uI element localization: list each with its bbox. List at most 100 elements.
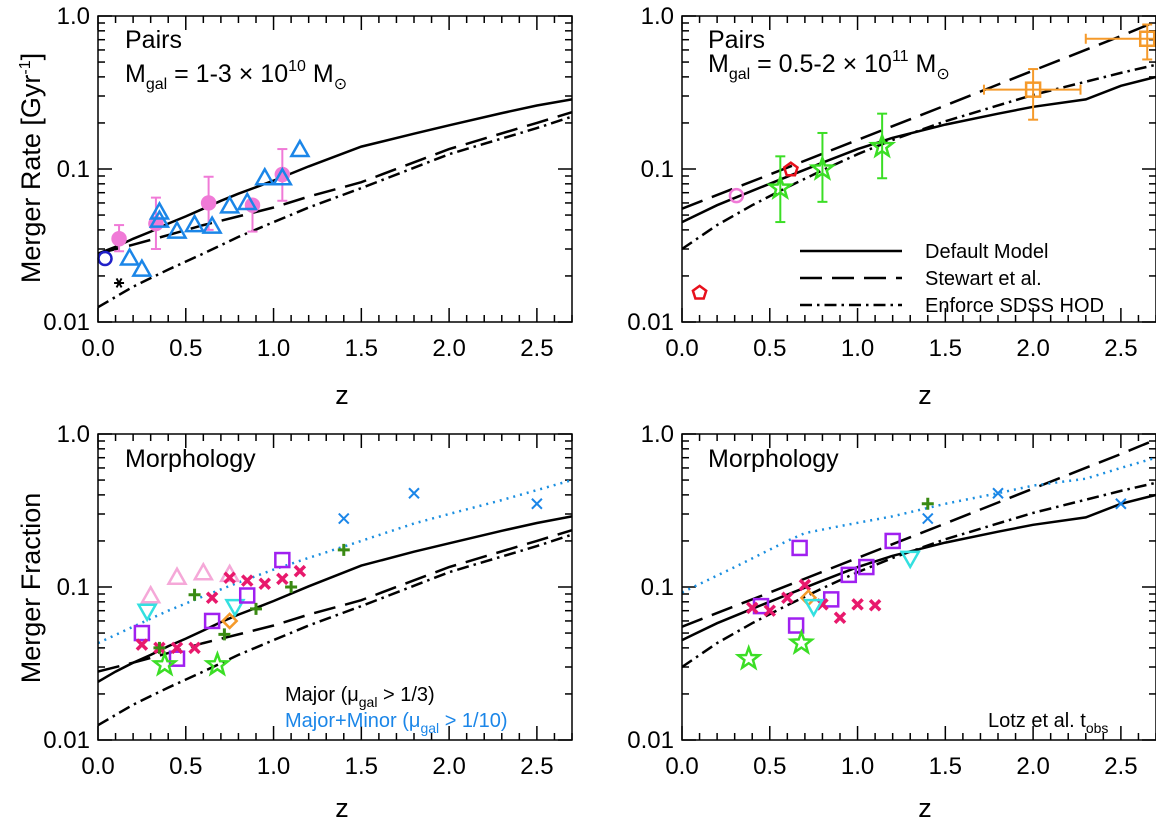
point-circle: [200, 195, 217, 211]
x-tick-label: 2.0: [432, 335, 465, 362]
panel-top-right-merger-rate: 0.01 0.1 1.0 0.0 0.5 1.0 1.5 2.0 2.5 Pairs Mgal …: [627, 3, 1156, 410]
major-ratio: > 1/3): [377, 684, 434, 706]
point-square: [787, 617, 805, 634]
point-cross: [258, 577, 272, 590]
plot-area: 0.01 0.1 1.0 0.0 0.5 1.0 1.5 2.0 2.5: [43, 3, 573, 362]
point-cross: [833, 611, 847, 624]
mass-unit: M: [909, 50, 937, 78]
x-tick-label: 2.0: [432, 753, 465, 780]
point-triangle: [166, 220, 188, 239]
point-plus: [337, 543, 350, 556]
x-tick-label: 1.5: [345, 335, 378, 362]
point-triangle: [148, 200, 171, 220]
line-default-model: [682, 75, 1156, 224]
y-tick-label: 0.1: [57, 574, 90, 601]
point-cross: [135, 638, 149, 651]
y-ticks: [98, 433, 572, 741]
point-circle: [111, 231, 127, 247]
point-triangle: [271, 166, 293, 186]
point-star: [766, 173, 795, 200]
point-circle: [97, 250, 113, 267]
ylabel-bracket: ]: [16, 53, 46, 61]
x-tick-label: 2.5: [520, 335, 553, 362]
legend-label-default: Default Model: [925, 241, 1048, 263]
panel-bottom-left-merger-fraction: 0.010.11.00.0 0.5 1.0 1.5 2.0 2.5 Morphology …: [16, 421, 573, 823]
x-tick-label: 0.0: [81, 335, 114, 362]
minor-text: Major+Minor (μ: [285, 710, 420, 732]
point-cross: [240, 574, 254, 587]
line-default-model: [682, 493, 1156, 642]
data-points: [691, 23, 1156, 300]
x-tick-label: 0.5: [169, 753, 202, 780]
line-stewart: [98, 529, 572, 673]
point-cross: [188, 641, 201, 655]
x-tick-label: 0.0: [81, 753, 114, 780]
x-tick-label: 0.5: [753, 335, 786, 362]
line-enforce-sdss-hod: [98, 533, 572, 727]
point-cross: [223, 571, 236, 584]
x-tick-label: 0.0: [665, 753, 698, 780]
y-tick-label: 0.01: [43, 309, 90, 336]
point-triangle: [118, 246, 141, 266]
major-minor-note: Major+Minor (μgal > 1/10): [285, 710, 508, 736]
point-cross: [205, 591, 219, 605]
x-tick-label: 1.0: [257, 335, 290, 362]
plot-frame: [97, 15, 573, 323]
x-tick-label: 1.0: [841, 335, 874, 362]
point-star: [787, 628, 816, 655]
mass-subscript: gal: [146, 76, 167, 93]
point-pentagon: [782, 161, 799, 177]
mass-unit: M: [306, 60, 334, 88]
point-diamond: [220, 612, 239, 630]
mass-range-label: Mgal = 1-3 × 1010 M⊙: [125, 58, 347, 93]
mass-range-text: = 0.5-2 × 10: [750, 50, 892, 78]
y-axis-label-merger-rate: Merger Rate [Gyr-1]: [16, 53, 46, 283]
y-tick-label: 0.1: [641, 574, 674, 601]
x-axis-label: z: [918, 793, 932, 823]
mass-subscript: gal: [729, 66, 750, 83]
x-tick-label: 2.5: [520, 753, 553, 780]
panel-label: Pairs: [708, 26, 765, 54]
lotz-text: Lotz et al. t: [988, 710, 1086, 732]
point-cross: [781, 591, 794, 605]
mass-symbol: M: [125, 60, 146, 88]
x-axis-label: z: [335, 793, 349, 823]
major-text: Major (μ: [285, 684, 359, 706]
point-inverted-triangle: [899, 550, 921, 570]
point-cross: [293, 564, 307, 578]
line-stewart: [98, 111, 572, 255]
point-asterisk: [114, 277, 125, 288]
point-star: [203, 650, 232, 677]
point-square: [168, 650, 186, 667]
x-tick-label: 2.5: [1104, 335, 1137, 362]
data-points: [97, 138, 311, 288]
point-star: [150, 650, 179, 677]
x-tick-label: 1.5: [929, 335, 962, 362]
data-points: [133, 487, 543, 677]
point-triangle: [192, 561, 214, 581]
line-default-model: [98, 515, 572, 683]
point-circle: [728, 187, 745, 204]
point-triangle: [166, 566, 188, 585]
x-axis-label: z: [335, 380, 349, 410]
point-square: [133, 624, 151, 642]
point-square: [1024, 81, 1042, 98]
point-cross: [1115, 498, 1127, 510]
plot-frame: [681, 433, 1156, 741]
x-tick-label: 2.0: [1016, 753, 1049, 780]
point-inverted-triangle: [224, 598, 246, 618]
panel-bottom-right-merger-fraction: 0.010.11.00.0 0.5 1.0 1.5 2.0 2.5 Morphology …: [627, 421, 1156, 823]
point-plus: [921, 497, 934, 510]
y-tick-label: 1.0: [57, 421, 90, 448]
point-cross: [745, 601, 759, 615]
y-tick-label: 1.0: [641, 3, 674, 30]
series-lines: [682, 20, 1156, 251]
point-star: [868, 131, 897, 159]
line-major-minor: [98, 478, 572, 645]
point-triangle: [201, 215, 223, 234]
plot-frame: [97, 433, 573, 741]
mass-range-text: = 1-3 × 10: [167, 60, 288, 88]
point-triangle: [219, 194, 241, 214]
line-enforce-sdss-hod: [682, 481, 1156, 669]
panel-label: Morphology: [708, 445, 839, 473]
